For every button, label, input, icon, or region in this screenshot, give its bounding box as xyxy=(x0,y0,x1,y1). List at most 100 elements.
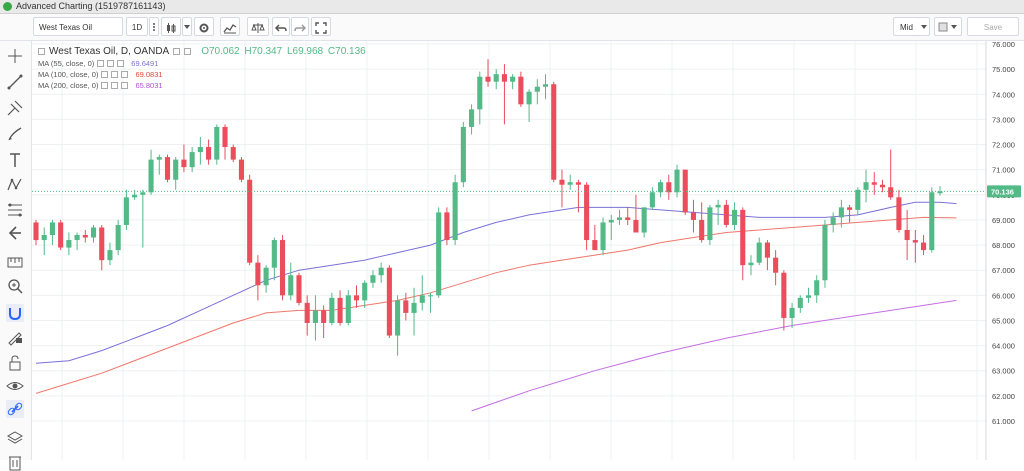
ma55-remove-icon[interactable] xyxy=(117,60,125,67)
ma200-settings-icon[interactable] xyxy=(101,82,109,89)
lock-drawing-pencil-icon[interactable] xyxy=(6,328,24,346)
candle-up xyxy=(567,182,573,185)
ma200-line xyxy=(471,299,957,412)
candle-down xyxy=(559,179,565,185)
ma200-label: MA (200, close, 0) xyxy=(38,81,99,90)
interval-more-icon[interactable] xyxy=(149,17,159,36)
legend-hide-icon[interactable] xyxy=(184,47,192,55)
candle-down xyxy=(551,84,557,180)
y-axis-tick-label: 66.000 xyxy=(992,291,1015,300)
layers-icon[interactable] xyxy=(6,429,24,447)
ma100-value: 69.0831 xyxy=(135,70,163,79)
ma200-remove-icon[interactable] xyxy=(121,82,129,89)
candle-down xyxy=(921,242,927,251)
candle-down xyxy=(353,295,360,301)
ma100-hide-icon[interactable] xyxy=(111,71,119,78)
candle-up xyxy=(271,240,277,268)
candle-up xyxy=(378,267,384,276)
y-axis-tick-label: 75.000 xyxy=(992,65,1015,74)
lock-icon[interactable] xyxy=(6,354,24,372)
zoom-in-icon[interactable] xyxy=(6,277,24,295)
candle-up xyxy=(608,219,614,223)
trend-line-icon[interactable] xyxy=(6,73,24,91)
price-type-label: Mid xyxy=(900,23,913,32)
symbol-legend-row: West Texas Oil, D, OANDA O70.062 H70.347… xyxy=(38,44,368,58)
settings-gear-icon[interactable] xyxy=(194,17,214,36)
candle-down xyxy=(337,297,343,323)
candle-up xyxy=(362,282,368,301)
candle-up xyxy=(469,109,475,127)
crosshair-icon[interactable] xyxy=(6,47,24,65)
brush-icon[interactable] xyxy=(6,125,24,143)
indicators-icon[interactable] xyxy=(220,17,240,36)
undo-icon[interactable] xyxy=(272,17,290,36)
interval-select[interactable]: 1D xyxy=(126,17,148,36)
chart-area[interactable]: 76.00075.00074.00073.00072.00071.00070.0… xyxy=(32,40,1024,460)
candle-down xyxy=(485,76,491,82)
layout-color-select[interactable] xyxy=(934,17,962,36)
magnet-icon[interactable] xyxy=(6,304,24,322)
y-axis-tick-label: 73.000 xyxy=(992,115,1015,124)
ma55-settings-icon[interactable] xyxy=(97,60,105,67)
candle-up xyxy=(345,295,351,323)
redo-icon[interactable] xyxy=(291,17,309,36)
legend-symbol: West Texas Oil, D, OANDA xyxy=(49,45,170,57)
ma55-legend-row: MA (55, close, 0) 69.6491 xyxy=(38,58,368,69)
y-axis-tick-label: 68.000 xyxy=(992,241,1015,250)
candle-up xyxy=(542,84,549,87)
y-axis-tick-label: 67.000 xyxy=(992,266,1015,275)
eye-icon[interactable] xyxy=(6,377,24,395)
price-type-dropdown-icon[interactable] xyxy=(918,17,930,36)
candle-down xyxy=(230,147,236,160)
save-button[interactable]: Save xyxy=(967,17,1019,36)
chart-style-dropdown-icon[interactable] xyxy=(182,17,192,36)
candle-up xyxy=(838,207,844,218)
compare-scale-icon[interactable] xyxy=(247,17,269,36)
price-chart[interactable]: 76.00075.00074.00073.00072.00071.00070.0… xyxy=(32,40,1024,460)
fib-retracement-icon[interactable] xyxy=(6,201,24,219)
candle-up xyxy=(189,152,195,168)
candle-down xyxy=(912,240,918,243)
candle-down xyxy=(403,300,409,313)
app-logo-icon xyxy=(3,2,12,11)
trash-icon[interactable] xyxy=(6,453,24,471)
candle-down xyxy=(255,262,261,286)
ohlc-values: O70.062 H70.347 L69.968 C70.136 xyxy=(201,46,368,57)
candle-up xyxy=(929,192,935,251)
candle-up xyxy=(148,159,154,193)
candle-up xyxy=(395,300,401,336)
candle-up xyxy=(173,159,179,180)
candle-up xyxy=(649,192,655,208)
candle-up xyxy=(789,307,795,318)
candle-down xyxy=(444,212,450,241)
y-axis-tick-label: 71.000 xyxy=(992,166,1015,175)
symbol-search-input[interactable]: West Texas Oil xyxy=(33,17,123,36)
candle-down xyxy=(181,159,187,168)
fullscreen-icon[interactable] xyxy=(311,17,331,36)
candle-up xyxy=(288,275,294,296)
pattern-icon[interactable] xyxy=(6,176,24,194)
candle-up xyxy=(797,297,803,308)
ma100-remove-icon[interactable] xyxy=(121,71,129,78)
candle-up xyxy=(641,207,647,233)
pitchfork-icon[interactable] xyxy=(6,99,24,117)
candle-down xyxy=(740,209,746,266)
ma100-settings-icon[interactable] xyxy=(101,71,109,78)
candle-up xyxy=(477,76,483,110)
legend-settings-icon[interactable] xyxy=(173,47,181,55)
collapse-legend-icon[interactable] xyxy=(38,47,45,55)
candles-style-icon[interactable] xyxy=(161,17,181,36)
candle-up xyxy=(822,224,828,281)
ma55-hide-icon[interactable] xyxy=(107,60,115,67)
link-icon[interactable] xyxy=(6,400,24,418)
candle-up xyxy=(715,204,721,208)
back-arrow-icon[interactable] xyxy=(6,224,24,242)
candle-down xyxy=(592,240,598,251)
text-tool-icon[interactable] xyxy=(6,151,24,169)
last-price-label: 70.136 xyxy=(991,187,1014,196)
measure-icon[interactable] xyxy=(6,253,24,271)
candle-down xyxy=(699,219,705,241)
candle-down xyxy=(888,187,894,198)
candle-down xyxy=(82,235,88,238)
ma200-hide-icon[interactable] xyxy=(111,82,119,89)
